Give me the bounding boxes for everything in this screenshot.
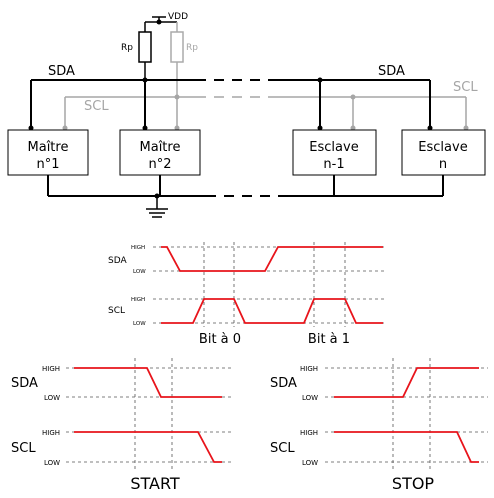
svg-text:n: n [439, 157, 447, 172]
svg-text:HIGH: HIGH [42, 365, 60, 373]
scl-bus-line [62, 94, 469, 131]
start-scl-label: SCL [11, 441, 36, 456]
rp-right-label: Rp [186, 43, 198, 53]
svg-text:HIGH: HIGH [42, 429, 60, 437]
sda-right-label: SDA [378, 64, 405, 79]
scl-left-label: SCL [84, 99, 109, 114]
svg-text:LOW: LOW [133, 269, 146, 275]
svg-text:LOW: LOW [44, 394, 60, 402]
bit-1-label: Bit à 1 [308, 332, 350, 347]
bus-diagram: VDD Rp Rp SCL SCL [7, 12, 486, 218]
svg-text:Maître: Maître [140, 140, 181, 155]
start-scl-waveform [74, 431, 222, 463]
svg-text:n°2: n°2 [148, 157, 171, 172]
stop-scl-waveform [334, 431, 479, 463]
bits-sda-label: SDA [108, 256, 127, 266]
scl-pullup-resistor [170, 31, 184, 63]
start-sda-label: SDA [11, 376, 38, 391]
bit-0-label: Bit à 0 [199, 332, 241, 347]
svg-text:n°1: n°1 [36, 157, 59, 172]
device-slave-n: Esclave n [401, 129, 486, 176]
stop-sda-waveform [334, 367, 479, 398]
rp-left-label: Rp [121, 43, 133, 53]
stop-title: STOP [392, 474, 435, 493]
device-slave-n-1: Esclave n-1 [292, 129, 377, 176]
svg-text:HIGH: HIGH [131, 297, 145, 303]
svg-text:HIGH: HIGH [300, 429, 318, 437]
device-master-2: Maître n°2 [119, 129, 201, 176]
svg-text:Maître: Maître [28, 140, 69, 155]
start-sda-waveform [74, 367, 222, 398]
svg-text:n-1: n-1 [323, 157, 344, 172]
svg-text:HIGH: HIGH [131, 245, 145, 251]
svg-text:Esclave: Esclave [309, 140, 358, 155]
bits-scl-label: SCL [108, 306, 125, 316]
stop-scl-label: SCL [270, 441, 295, 456]
device-master-1: Maître n°1 [7, 129, 89, 176]
vdd-supply: VDD [144, 12, 188, 32]
bits-sda-waveform [161, 246, 383, 272]
bit-timing-diagram: SDA SCL HIGH LOW HIGH LOW Bit à 0 Bit à … [108, 242, 385, 347]
vdd-label: VDD [168, 12, 188, 22]
sda-pullup-resistor [138, 31, 152, 63]
svg-text:LOW: LOW [302, 459, 318, 467]
start-condition-diagram: SDA SCL HIGH LOW HIGH LOW START [11, 358, 232, 493]
scl-right-label: SCL [453, 80, 478, 95]
ground-bus-line [47, 175, 444, 218]
svg-text:LOW: LOW [44, 459, 60, 467]
svg-text:Esclave: Esclave [418, 140, 467, 155]
stop-condition-diagram: SDA SCL HIGH LOW HIGH LOW STOP [270, 358, 488, 493]
bits-scl-waveform [161, 298, 383, 324]
sda-bus-line [28, 77, 433, 131]
stop-sda-label: SDA [270, 376, 297, 391]
svg-text:LOW: LOW [133, 321, 146, 327]
svg-text:HIGH: HIGH [300, 365, 318, 373]
svg-text:LOW: LOW [302, 394, 318, 402]
start-title: START [130, 474, 180, 493]
sda-left-label: SDA [48, 64, 75, 79]
